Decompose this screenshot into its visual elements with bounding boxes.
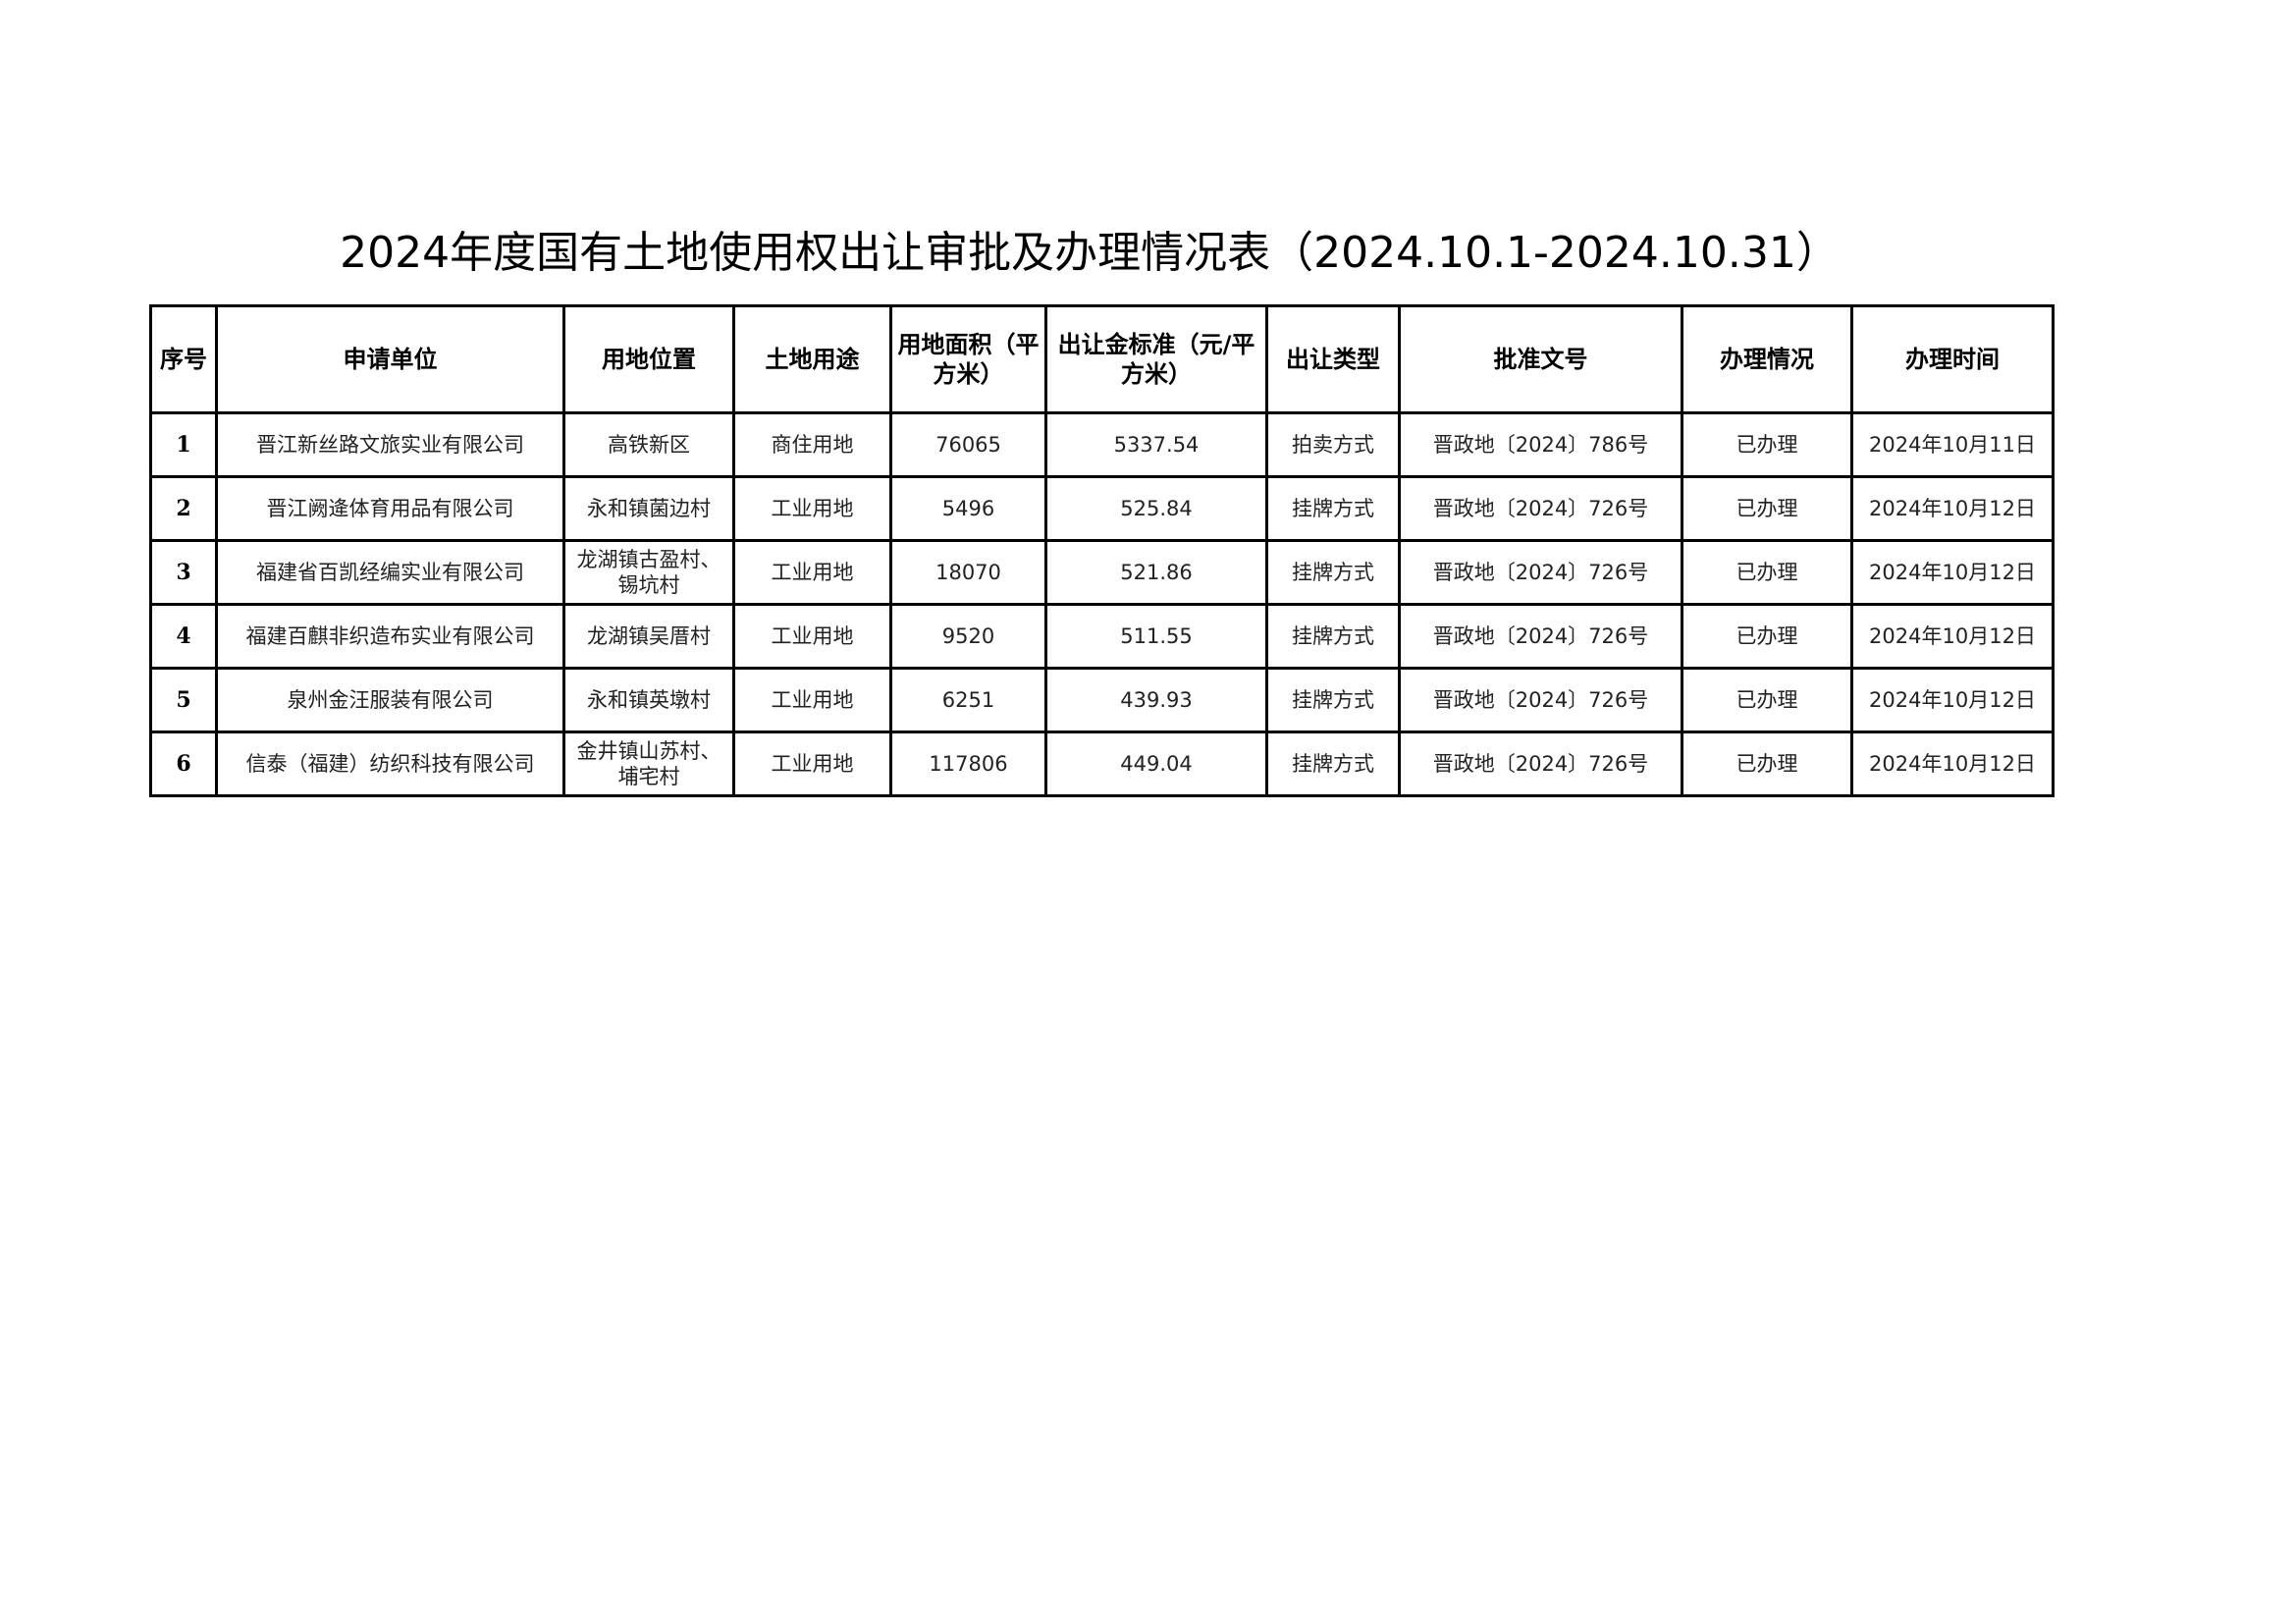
cell-area: 18070	[889, 539, 1047, 606]
cell-applicant: 福建百麒非织造布实业有限公司	[215, 603, 565, 670]
cell-land-use: 工业用地	[732, 475, 892, 542]
header-col-index: 序号	[149, 304, 218, 414]
header-col-approval-no: 批准文号	[1398, 304, 1683, 414]
cell-area: 5496	[889, 475, 1047, 542]
cell-approval-no: 晋政地〔2024〕726号	[1398, 539, 1683, 606]
cell-approval-no: 晋政地〔2024〕726号	[1398, 731, 1683, 797]
cell-transfer-type: 拍卖方式	[1265, 411, 1401, 478]
cell-applicant: 晋江新丝路文旅实业有限公司	[215, 411, 565, 478]
cell-status: 已办理	[1681, 539, 1853, 606]
cell-location: 金井镇山苏村、埔宅村	[562, 731, 735, 797]
cell-date: 2024年10月11日	[1850, 411, 2055, 478]
cell-applicant: 晋江阙逄体育用品有限公司	[215, 475, 565, 542]
cell-index: 5	[149, 667, 218, 733]
cell-date: 2024年10月12日	[1850, 731, 2055, 797]
cell-approval-no: 晋政地〔2024〕786号	[1398, 411, 1683, 478]
header-col-price: 出让金标准（元/平方米）	[1044, 304, 1268, 414]
cell-status: 已办理	[1681, 411, 1853, 478]
cell-land-use: 工业用地	[732, 667, 892, 733]
cell-index: 2	[149, 475, 218, 542]
table-row: 1 晋江新丝路文旅实业有限公司 高铁新区 商住用地 76065 5337.54 拍卖方式 晋政…	[149, 411, 2055, 478]
cell-area: 76065	[889, 411, 1047, 478]
cell-status: 已办理	[1681, 603, 1853, 670]
cell-index: 3	[149, 539, 218, 606]
cell-land-use: 工业用地	[732, 731, 892, 797]
cell-status: 已办理	[1681, 475, 1853, 542]
cell-status: 已办理	[1681, 731, 1853, 797]
cell-price: 5337.54	[1044, 411, 1268, 478]
cell-location: 龙湖镇古盈村、锡坑村	[562, 539, 735, 606]
cell-area: 9520	[889, 603, 1047, 670]
header-col-transfer-type: 出让类型	[1265, 304, 1401, 414]
table-header-row: 序号 申请单位 用地位置 土地用途 用地面积（平方米） 出让金标准（元/平方米） 出让类型批…	[149, 304, 2055, 414]
cell-date: 2024年10月12日	[1850, 539, 2055, 606]
cell-area: 6251	[889, 667, 1047, 733]
cell-location: 龙湖镇吴厝村	[562, 603, 735, 670]
header-col-location: 用地位置	[562, 304, 735, 414]
cell-location: 永和镇菌边村	[562, 475, 735, 542]
cell-status: 已办理	[1681, 667, 1853, 733]
table-row: 2 晋江阙逄体育用品有限公司 永和镇菌边村 工业用地 5496 525.84 挂牌方式 晋政地…	[149, 475, 2055, 542]
header-col-area: 用地面积（平方米）	[889, 304, 1047, 414]
land-transfer-table: 序号 申请单位 用地位置 土地用途 用地面积（平方米） 出让金标准（元/平方米） 出让类型批…	[149, 304, 2055, 797]
cell-index: 6	[149, 731, 218, 797]
cell-price: 525.84	[1044, 475, 1268, 542]
cell-approval-no: 晋政地〔2024〕726号	[1398, 667, 1683, 733]
table-row: 5 泉州金汪服装有限公司 永和镇英墩村 工业用地 6251 439.93 挂牌方式 晋政地〔2…	[149, 667, 2055, 733]
cell-index: 4	[149, 603, 218, 670]
cell-land-use: 工业用地	[732, 539, 892, 606]
cell-transfer-type: 挂牌方式	[1265, 539, 1401, 606]
page-title: 2024年度国有土地使用权出让审批及办理情况表（2024.10.1-2024.1…	[340, 228, 1840, 278]
cell-index: 1	[149, 411, 218, 478]
cell-land-use: 商住用地	[732, 411, 892, 478]
header-col-status: 办理情况	[1681, 304, 1853, 414]
cell-transfer-type: 挂牌方式	[1265, 475, 1401, 542]
cell-price: 511.55	[1044, 603, 1268, 670]
cell-price: 521.86	[1044, 539, 1268, 606]
cell-location: 高铁新区	[562, 411, 735, 478]
table-row: 3 福建省百凯经编实业有限公司 龙湖镇古盈村、锡坑村 工业用地 18070 521.86 挂…	[149, 539, 2055, 606]
cell-land-use: 工业用地	[732, 603, 892, 670]
table-row: 6 信泰（福建）纺织科技有限公司 金井镇山苏村、埔宅村 工业用地 117806 449.0…	[149, 731, 2055, 797]
header-col-date: 办理时间	[1850, 304, 2055, 414]
table-row: 4 福建百麒非织造布实业有限公司 龙湖镇吴厝村 工业用地 9520 511.55 挂牌方式晋…	[149, 603, 2055, 670]
cell-applicant: 泉州金汪服装有限公司	[215, 667, 565, 733]
cell-transfer-type: 挂牌方式	[1265, 603, 1401, 670]
cell-date: 2024年10月12日	[1850, 603, 2055, 670]
cell-transfer-type: 挂牌方式	[1265, 731, 1401, 797]
cell-price: 449.04	[1044, 731, 1268, 797]
cell-area: 117806	[889, 731, 1047, 797]
cell-applicant: 福建省百凯经编实业有限公司	[215, 539, 565, 606]
cell-transfer-type: 挂牌方式	[1265, 667, 1401, 733]
cell-date: 2024年10月12日	[1850, 667, 2055, 733]
cell-date: 2024年10月12日	[1850, 475, 2055, 542]
cell-applicant: 信泰（福建）纺织科技有限公司	[215, 731, 565, 797]
header-col-applicant: 申请单位	[215, 304, 565, 414]
cell-approval-no: 晋政地〔2024〕726号	[1398, 603, 1683, 670]
cell-approval-no: 晋政地〔2024〕726号	[1398, 475, 1683, 542]
cell-price: 439.93	[1044, 667, 1268, 733]
cell-location: 永和镇英墩村	[562, 667, 735, 733]
header-col-land-use: 土地用途	[732, 304, 892, 414]
